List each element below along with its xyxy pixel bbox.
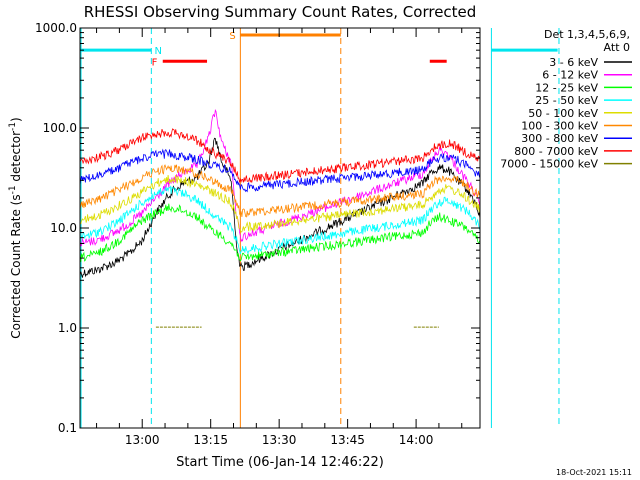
series-50-100-kev [80,175,480,233]
flag-s-label: S [229,31,235,42]
x-axis-label: Start Time (06-Jan-14 12:46:22) [176,455,384,470]
legend-header-line-1: Det 1,3,4,5,6,9, [544,28,630,41]
legend-header-line-2: Att 0 [604,41,630,54]
flag-n-label: N [154,46,161,57]
y-tick-label: 10.0 [50,221,77,235]
series-100-300-kev [80,164,480,218]
flag-f-label: F [152,57,158,68]
y-axis-label-end: ) [9,117,23,122]
y-tick-label: 1000.0 [35,21,77,35]
chart-title: RHESSI Observing Summary Count Rates, Co… [84,3,477,21]
legend-label-12-25-kev: 12 - 25 keV [535,81,598,94]
plot-area: NF S [79,27,560,429]
legend-label-25-50-kev: 25 - 50 keV [535,94,598,107]
legend-label-3-6-kev: 3 - 6 keV [549,56,598,69]
timestamp: 18-Oct-2021 15:11 [556,468,632,477]
x-tick-label: 13:45 [330,433,365,447]
series-800-7000-kev [80,128,480,184]
y-axis-label-sup2: -1 [8,122,18,131]
series-300-800-kev [80,148,480,193]
y-tick-label: 1.0 [58,321,77,335]
y-axis-label-sup1: -1 [8,185,18,194]
y-axis: 0.1 1.0 10.0 100.0 1000.0 [35,21,480,435]
flags-layer: NF S [80,31,558,68]
x-tick-label: 14:00 [399,433,434,447]
x-axis: 13:00 13:15 13:30 13:45 14:00 [96,28,463,447]
y-axis-label-main: Corrected Count Rate (s [9,194,23,338]
plot-frame [79,27,481,429]
legend-label-6-12-kev: 6 - 12 keV [542,69,598,82]
series-3-6-kev [80,137,480,278]
legend-label-800-7000-kev: 800 - 7000 keV [514,145,598,158]
x-tick-label: 13:15 [193,433,228,447]
y-tick-label: 100.0 [43,121,77,135]
y-axis-label-mid: detector [9,131,23,186]
x-tick-label: 13:30 [262,433,297,447]
y-axis-label: Corrected Count Rate (s-1 detector-1) [8,117,23,338]
series-12-25-kev [80,203,480,262]
x-tick-label: 13:00 [125,433,160,447]
legend-label-7000-15000-kev: 7000 - 15000 keV [500,158,598,171]
legend-label-300-800-kev: 300 - 800 keV [521,132,598,145]
y-tick-label: 0.1 [58,421,77,435]
legend-label-50-100-kev: 50 - 100 keV [528,107,598,120]
series-25-50-kev [80,185,480,255]
legend-label-100-300-kev: 100 - 300 keV [521,120,598,133]
